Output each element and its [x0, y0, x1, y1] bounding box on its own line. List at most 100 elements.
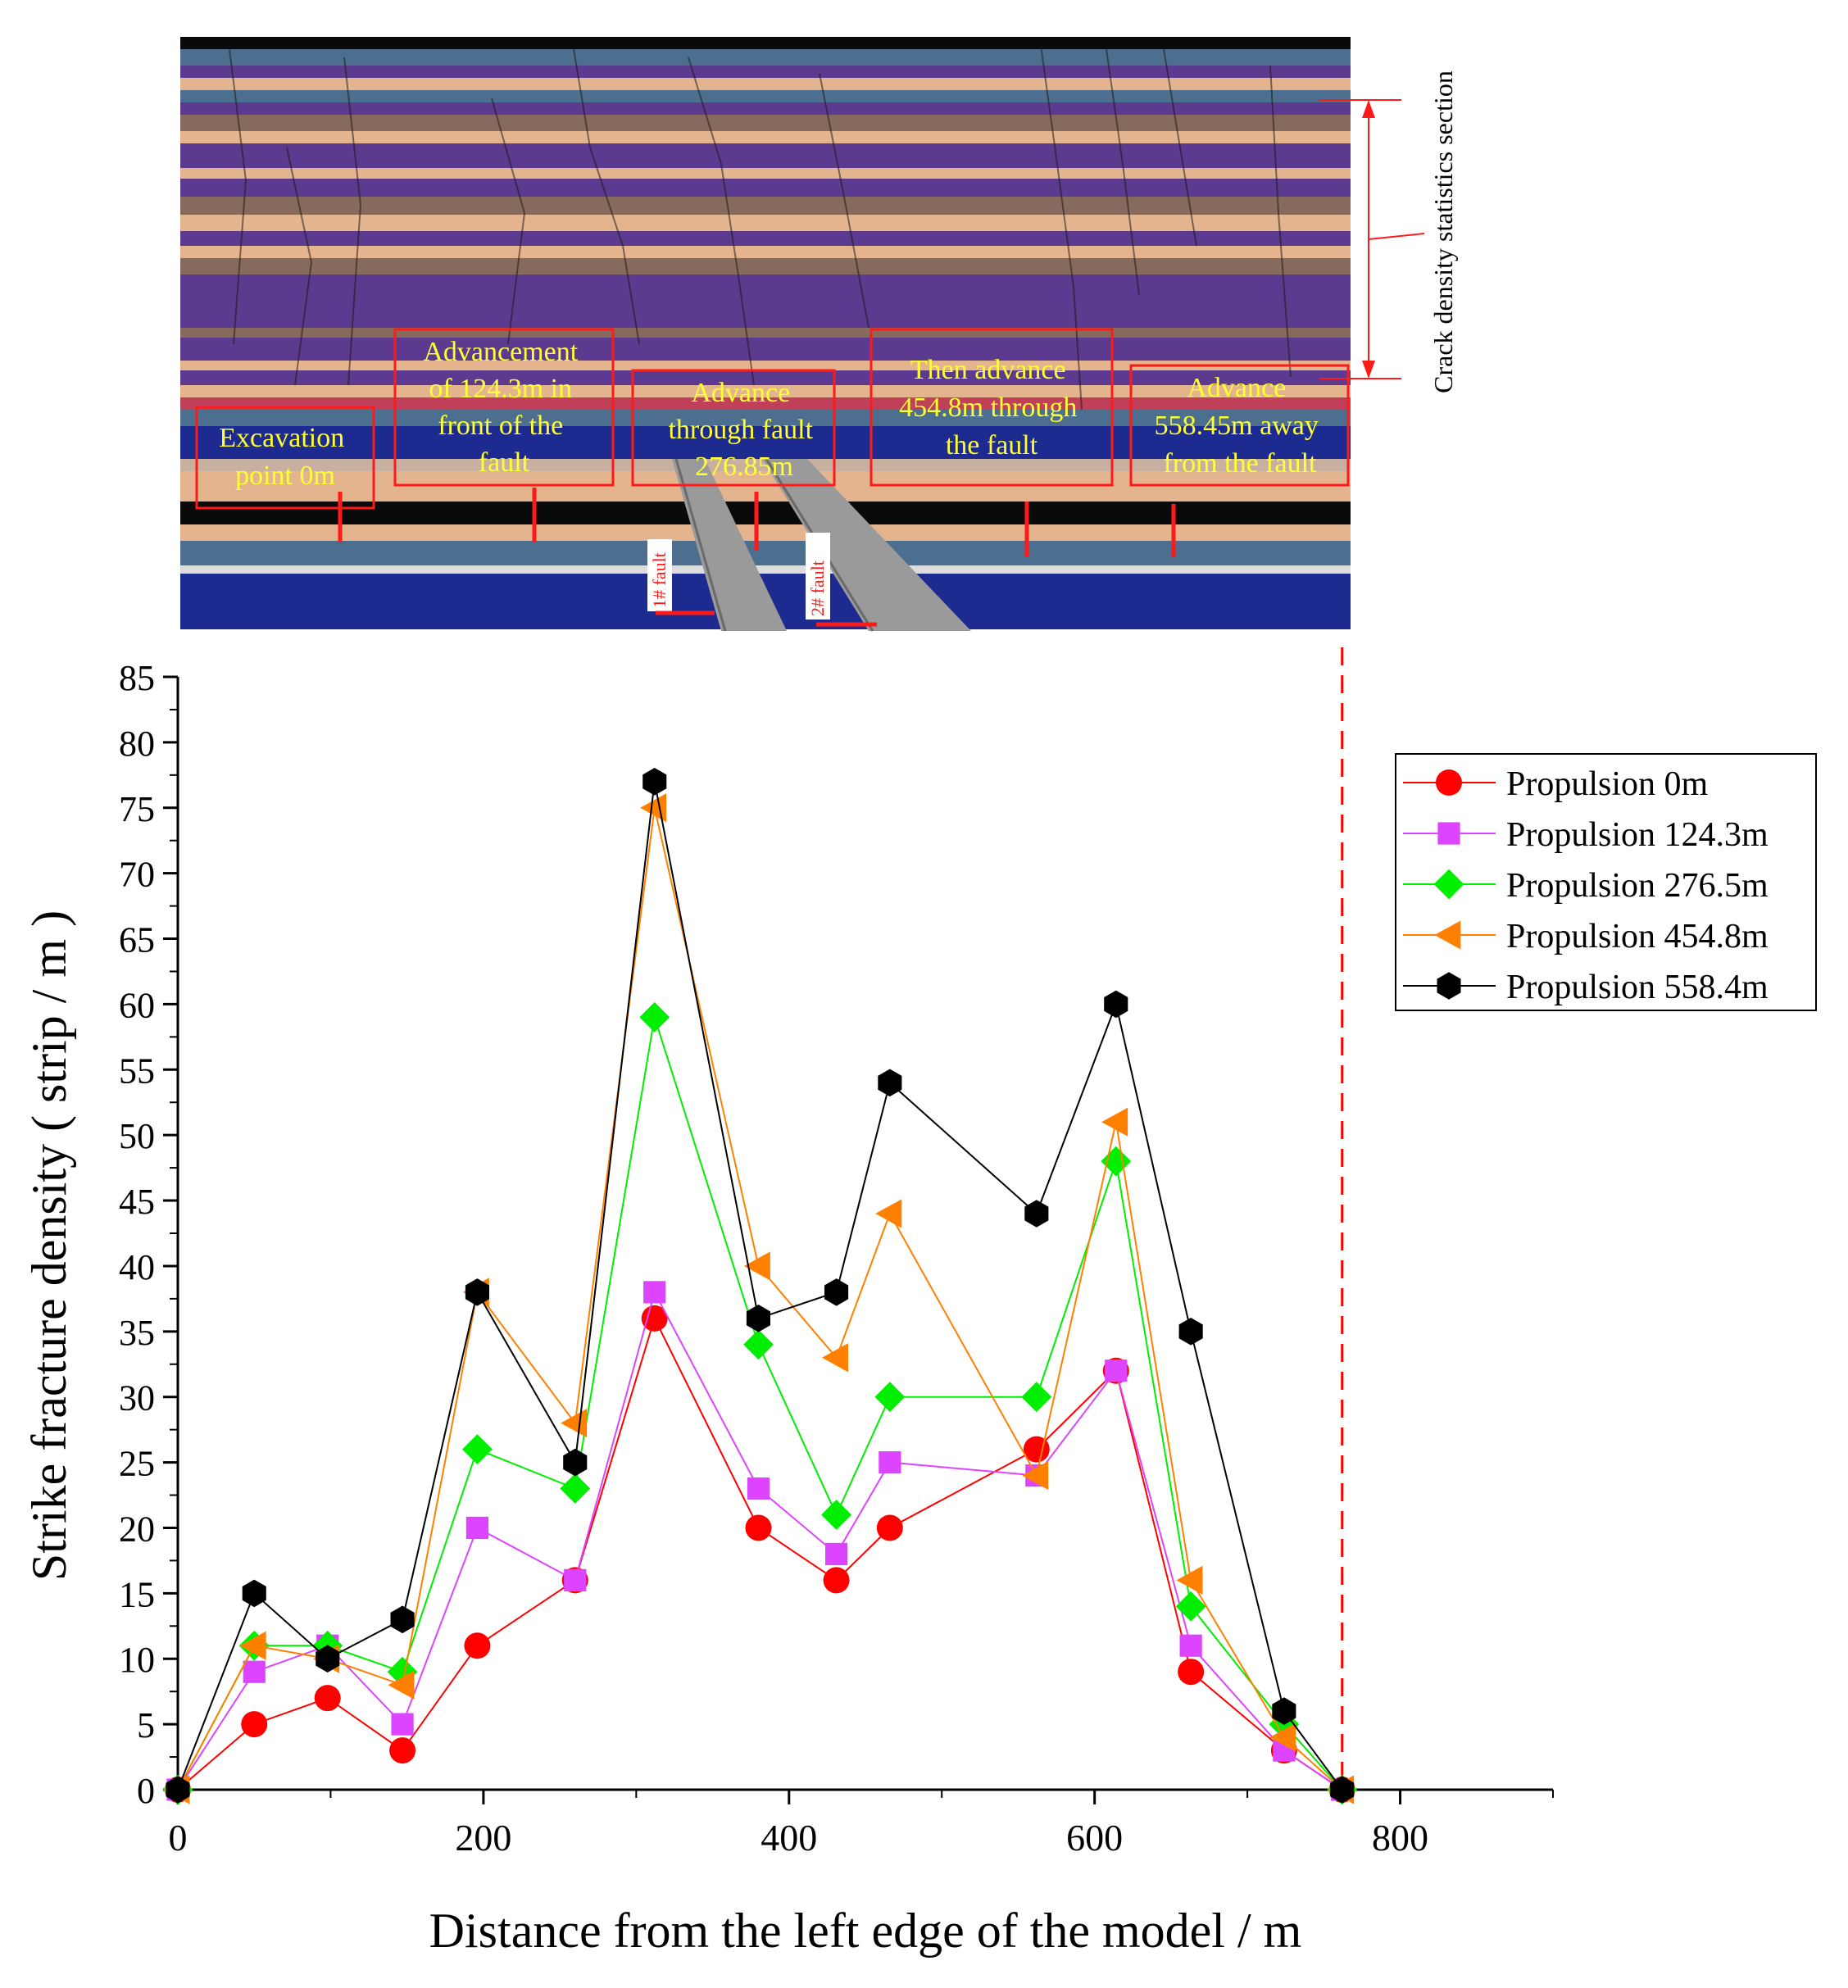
stage-line: fault [479, 447, 530, 478]
data-point [464, 1632, 491, 1659]
y-tick-label: 65 [119, 920, 155, 960]
stage-line: 454.8m through [899, 393, 1077, 423]
data-point [560, 1473, 591, 1504]
stage-label-124: Advancement of 124.3m in front of the fa… [393, 328, 615, 542]
stratum [180, 459, 1351, 471]
y-tick-label: 30 [119, 1378, 155, 1418]
data-point [242, 1579, 266, 1608]
data-point [390, 1605, 415, 1634]
fault-1-zone [672, 459, 787, 631]
y-tick-label: 35 [119, 1313, 155, 1353]
data-point [1178, 1659, 1205, 1686]
data-point [640, 793, 667, 823]
stage-line: Advance [1187, 373, 1286, 403]
stage-box-excavation [195, 406, 375, 510]
stratum [180, 328, 1351, 338]
chart: 0 5 10 15 20 25 30 35 40 45 50 55 60 65 70 75 80 85 0 200 4… [22, 647, 1817, 1958]
stage-line: the fault [946, 430, 1038, 461]
section-leader [1368, 233, 1425, 240]
data-point [241, 1711, 268, 1738]
y-tick-label: 55 [119, 1051, 155, 1091]
series-0 [165, 1305, 1355, 1803]
model-cracks [229, 44, 1292, 411]
fault-1-label-text: 1# fault [649, 552, 670, 608]
stratum [180, 115, 1351, 131]
data-point [387, 1656, 418, 1687]
data-point [642, 768, 667, 796]
crack-line [1163, 48, 1197, 247]
crack-line [229, 48, 247, 345]
data-point [821, 1500, 851, 1530]
y-tick-label: 75 [119, 789, 155, 829]
crack-line [573, 48, 640, 345]
fault-2-zone [762, 459, 971, 631]
legend-marker [1437, 972, 1461, 1000]
series-1 [166, 1281, 1354, 1801]
data-point [465, 1516, 489, 1540]
data-point [824, 1278, 849, 1306]
legend-frame [1395, 753, 1817, 1011]
x-axis-label: Distance from the left edge of the model… [429, 1904, 1302, 1958]
crack-line [1106, 48, 1140, 296]
legend-item: Propulsion 558.4m [1403, 969, 1769, 1006]
data-point [879, 1450, 901, 1474]
data-point [641, 1305, 668, 1332]
series-line [177, 1017, 1343, 1791]
x-tick-label: 600 [1066, 1817, 1123, 1859]
data-point [1269, 1722, 1296, 1752]
stage-line: of 124.3m in [429, 374, 572, 404]
data-point [643, 1281, 666, 1304]
data-point [166, 1776, 190, 1804]
y-tick-label: 20 [119, 1509, 155, 1549]
data-point [1105, 1359, 1128, 1382]
y-axis: 0 5 10 15 20 25 30 35 40 45 50 55 60 65 70 75 80 85 [119, 658, 179, 1811]
stage-line: 558.45m away [1155, 411, 1319, 441]
stage-box-124 [393, 328, 615, 487]
data-point [389, 1737, 416, 1764]
stage-line: from the fault [1164, 448, 1317, 479]
data-point [823, 1567, 850, 1594]
y-tick-label: 60 [119, 985, 155, 1025]
legend-item: Propulsion 276.5m [1403, 867, 1769, 905]
stage-text-558: Advance 558.45m away from the fault [1155, 373, 1326, 479]
data-point [239, 1631, 266, 1660]
stratum [180, 231, 1351, 246]
legend-marker [1433, 869, 1464, 900]
section-arrow-up [1362, 100, 1375, 118]
crack-line [343, 57, 362, 386]
stratum [180, 66, 1351, 78]
legend-item: Propulsion 454.8m [1403, 918, 1769, 955]
stratum [180, 258, 1351, 275]
data-point [639, 1001, 670, 1033]
data-point [561, 1409, 588, 1438]
stratum [180, 524, 1351, 541]
stratum [180, 426, 1351, 459]
x-tick-label: 400 [761, 1817, 817, 1859]
data-point [316, 1645, 340, 1673]
y-tick-label: 15 [119, 1574, 155, 1614]
data-point [563, 1448, 588, 1477]
legend-marker [1434, 920, 1461, 950]
stage-box-276 [631, 369, 836, 487]
stratum [180, 215, 1351, 231]
stratum [180, 275, 1351, 328]
fault-2-label: 2# fault [806, 533, 877, 627]
stratum [180, 385, 1351, 397]
data-point [1179, 1634, 1202, 1657]
crack-line [491, 98, 526, 345]
fault-2-label-bg [806, 533, 830, 620]
data-point [388, 1670, 415, 1700]
y-tick-label: 0 [137, 1771, 155, 1811]
data-point [878, 1069, 902, 1097]
stage-line: Advancement [423, 337, 578, 367]
data-point [821, 1343, 848, 1373]
legend-item: Propulsion 0m [1403, 765, 1709, 803]
stage-label-558: Advance 558.45m away from the fault [1129, 364, 1350, 557]
y-tick-label: 50 [119, 1116, 155, 1156]
model-panel: Excavation point 0m Advancement of 124.3… [180, 37, 1458, 632]
stage-line: 276.85m [695, 452, 793, 482]
data-point [1104, 990, 1128, 1019]
stage-line: front of the [438, 411, 563, 441]
stage-line: Advance [691, 378, 790, 408]
data-point [1175, 1591, 1206, 1622]
